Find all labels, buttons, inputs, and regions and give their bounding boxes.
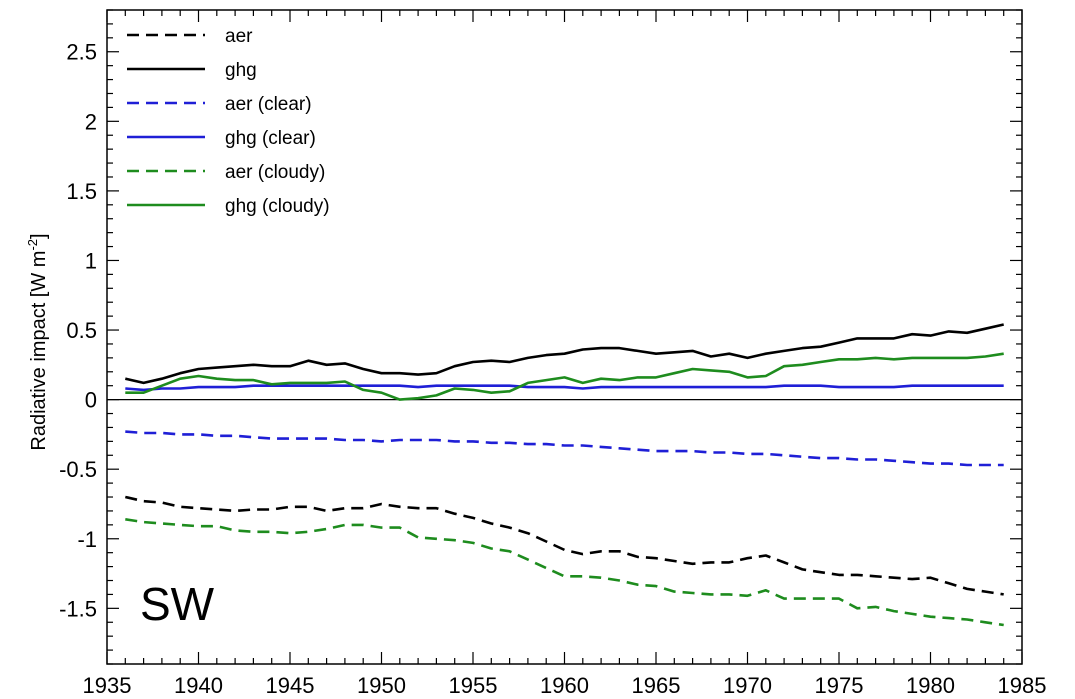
- x-tick-label: 1965: [632, 673, 681, 698]
- x-tick-label: 1975: [815, 673, 864, 698]
- legend-label-aer-clear: aer (clear): [225, 94, 312, 115]
- y-tick-label: -1.5: [59, 596, 97, 621]
- legend-label-aer-cloudy: aer (cloudy): [225, 162, 325, 183]
- legend-label-ghg-cloudy: ghg (cloudy): [225, 196, 330, 217]
- x-tick-label: 1950: [357, 673, 406, 698]
- y-tick-label: -1: [77, 527, 97, 552]
- series-line-ghg-cloudy: [125, 352, 1004, 401]
- panel-label: SW: [140, 578, 215, 630]
- series-line-ghg-clear: [125, 384, 1004, 392]
- y-tick-label: 1: [85, 248, 97, 273]
- series-line-aer-cloudy: [125, 518, 1004, 627]
- y-axis-label-text: Radiative impact [W m: [28, 251, 50, 451]
- legend-label-aer: aer: [225, 26, 253, 47]
- y-axis-label-close: ]: [28, 233, 50, 239]
- x-tick-label: 1940: [174, 673, 223, 698]
- y-tick-label: -0.5: [59, 457, 97, 482]
- y-tick-label: 0.5: [66, 318, 97, 343]
- x-tick-label: 1955: [449, 673, 498, 698]
- axis-ticks: [106, 9, 1023, 665]
- legend-label-ghg: ghg: [225, 60, 257, 81]
- series-line-aer-clear: [125, 430, 1004, 467]
- x-tick-label: 1945: [266, 673, 315, 698]
- x-tick-label: 1980: [906, 673, 955, 698]
- y-axis-label: Radiative impact [W m-2]: [25, 233, 50, 450]
- series-lines: [125, 323, 1004, 627]
- legend: aer ghg aer (clear) ghg (clear) aer (cloudy)…: [127, 26, 330, 217]
- x-tick-label: 1970: [723, 673, 772, 698]
- y-tick-label: 2: [85, 109, 97, 134]
- y-tick-label: 0: [85, 388, 97, 413]
- x-tick-label: 1960: [540, 673, 589, 698]
- legend-label-ghg-clear: ghg (clear): [225, 128, 316, 149]
- y-tick-label: 2.5: [66, 40, 97, 65]
- y-tick-label: 1.5: [66, 179, 97, 204]
- x-axis-tick-labels: 1935 1940 1945 1950 1955 1960 1965 1970 1975 1980…: [83, 673, 1047, 698]
- x-tick-label: 1985: [998, 673, 1047, 698]
- series-line-aer: [125, 495, 1004, 596]
- x-tick-label: 1935: [83, 673, 132, 698]
- y-axis-tick-labels: -1.5 -1 -0.5 0 0.5 1 1.5 2 2.5: [59, 40, 97, 622]
- series-line-ghg: [125, 323, 1004, 385]
- y-axis-label-superscript: -2: [25, 239, 40, 251]
